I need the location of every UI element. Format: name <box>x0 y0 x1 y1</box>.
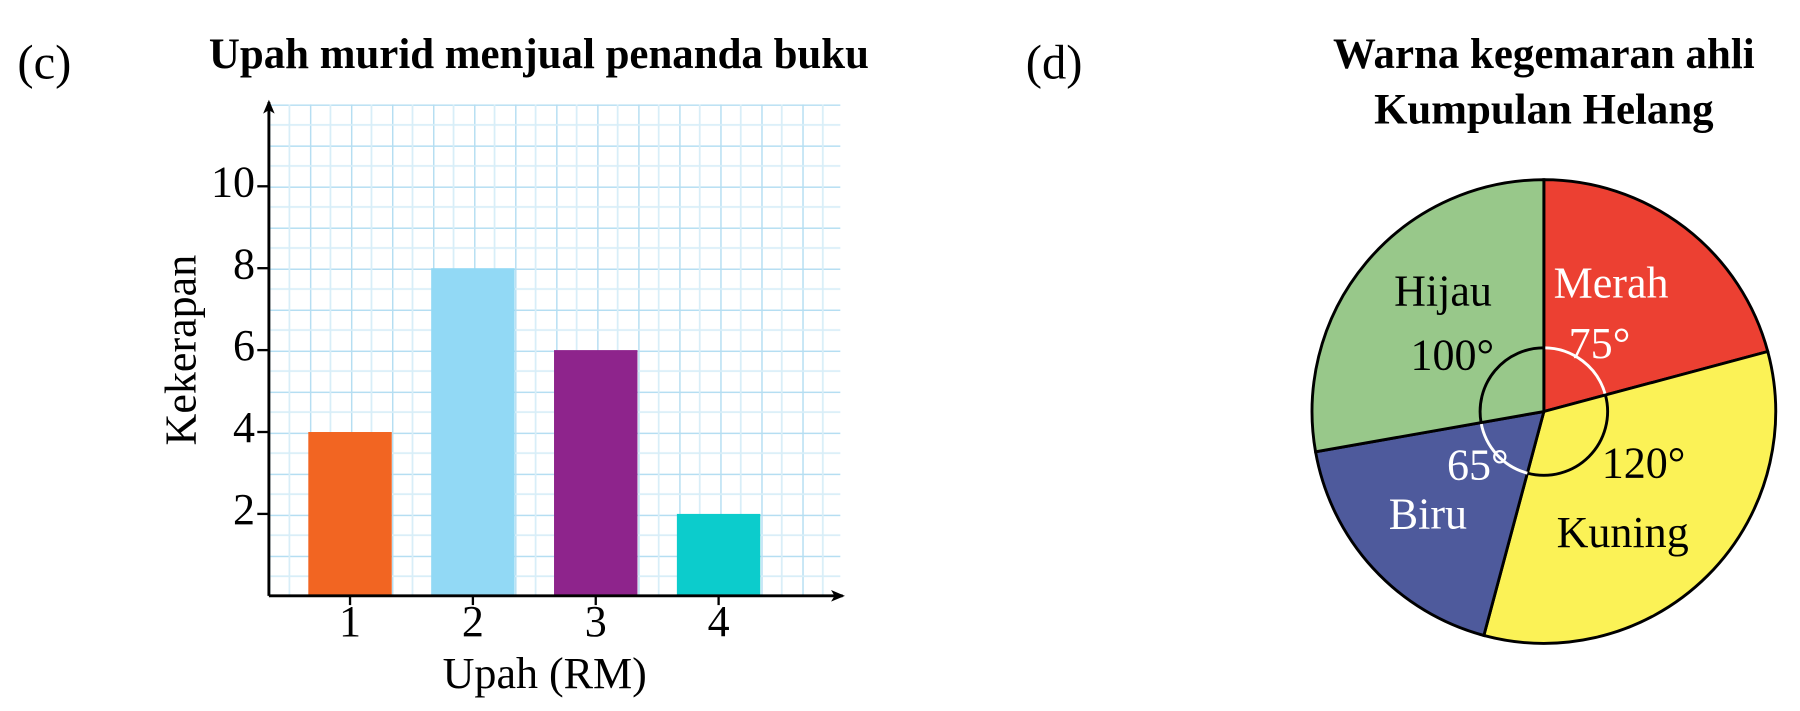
panel-label: (d) <box>1026 35 1083 89</box>
panel-label: (c) <box>17 35 71 89</box>
y-tick-label: 10 <box>211 157 255 206</box>
angle-arc <box>1526 394 1610 477</box>
x-tick-label: 1 <box>339 597 361 646</box>
x-axis-label: Upah (RM) <box>443 649 647 698</box>
bar <box>676 513 761 596</box>
chart-title: Kumpulan Helang <box>1374 87 1714 134</box>
pie-slice <box>1482 349 1778 645</box>
y-tick-label: 6 <box>233 321 255 370</box>
slice-label: Hijau <box>1394 267 1492 316</box>
y-tick-label: 4 <box>233 403 255 452</box>
value-label: 100° <box>1410 330 1494 379</box>
x-tick-label: 3 <box>585 597 607 646</box>
value-label: 65° <box>1447 441 1509 490</box>
slice-label: Merah <box>1554 259 1669 308</box>
value-label: 75° <box>1569 319 1631 368</box>
angle-arc <box>1479 422 1528 475</box>
slice-label: Biru <box>1389 489 1467 538</box>
bar <box>554 350 638 596</box>
value-label: 120° <box>1602 438 1686 487</box>
pie-slice <box>1310 178 1546 454</box>
pie-slice <box>1542 178 1770 414</box>
bar <box>431 268 515 596</box>
y-axis-label: Kekerapan <box>157 255 206 446</box>
slice-label: Kuning <box>1557 508 1689 557</box>
angle-arc <box>1543 346 1607 396</box>
bar <box>308 432 392 596</box>
y-tick-label: 2 <box>233 485 255 534</box>
pie-slice <box>1313 409 1546 638</box>
chart-title: Warna kegemaran ahli <box>1333 31 1755 78</box>
x-tick-label: 2 <box>462 597 484 646</box>
chart-title: Upah murid menjual penanda buku <box>209 31 869 78</box>
x-tick-label: 4 <box>708 597 730 646</box>
y-tick-label: 8 <box>233 239 255 288</box>
angle-arc <box>1478 346 1544 423</box>
